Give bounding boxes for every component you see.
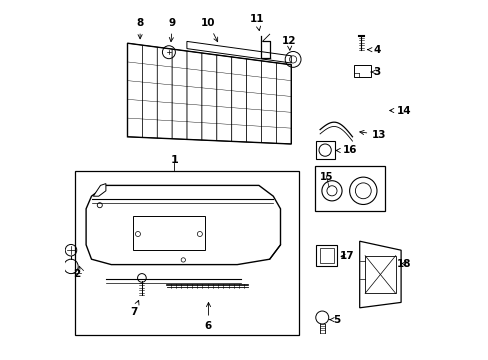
Polygon shape (202, 53, 216, 141)
Text: 16: 16 (335, 145, 357, 156)
Polygon shape (93, 184, 106, 196)
Text: 15: 15 (320, 172, 333, 182)
Text: 1: 1 (170, 155, 178, 165)
Polygon shape (157, 47, 172, 139)
Text: 17: 17 (340, 251, 354, 261)
Polygon shape (86, 185, 280, 265)
Text: 3: 3 (370, 67, 380, 77)
Polygon shape (186, 41, 291, 63)
Text: 7: 7 (130, 301, 139, 318)
Text: 2: 2 (73, 269, 80, 279)
Bar (315, 141, 334, 159)
Polygon shape (261, 61, 276, 143)
Polygon shape (172, 49, 187, 139)
Bar (365, 256, 395, 293)
Polygon shape (276, 63, 291, 144)
Bar (320, 248, 333, 263)
Text: 12: 12 (282, 36, 296, 50)
Bar (314, 166, 384, 211)
Text: 10: 10 (201, 18, 217, 42)
Polygon shape (231, 57, 246, 142)
Text: 4: 4 (367, 45, 380, 55)
Text: 5: 5 (329, 315, 340, 325)
Text: 6: 6 (204, 302, 212, 331)
Polygon shape (246, 59, 261, 143)
Polygon shape (359, 241, 400, 308)
Text: 11: 11 (249, 14, 264, 31)
Text: 14: 14 (389, 105, 411, 116)
Text: 13: 13 (359, 130, 386, 140)
Polygon shape (216, 55, 231, 141)
Text: 8: 8 (136, 18, 143, 39)
Bar (133, 216, 204, 250)
Text: 9: 9 (168, 18, 176, 42)
Polygon shape (127, 43, 142, 138)
Text: 18: 18 (396, 258, 411, 269)
Polygon shape (142, 45, 157, 138)
Bar (75, 171, 299, 335)
Bar (316, 245, 337, 266)
Polygon shape (187, 51, 202, 140)
Bar (353, 65, 370, 77)
